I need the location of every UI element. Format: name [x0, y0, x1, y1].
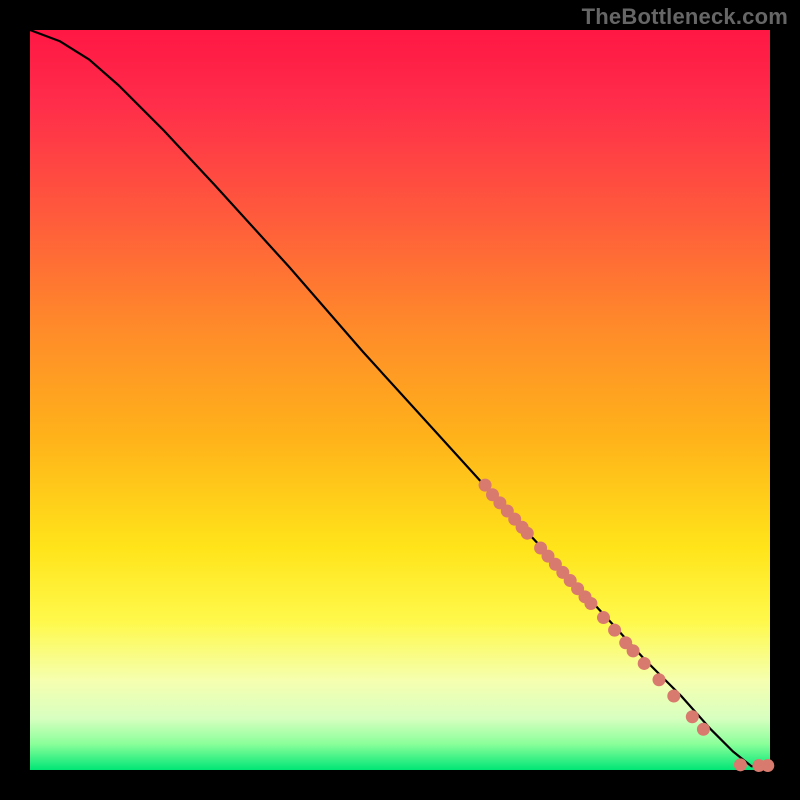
bottleneck-chart	[0, 0, 800, 800]
data-marker	[734, 758, 747, 771]
data-marker	[761, 759, 774, 772]
data-marker	[627, 644, 640, 657]
data-marker	[584, 597, 597, 610]
watermark-text: TheBottleneck.com	[582, 4, 788, 30]
data-marker	[608, 624, 621, 637]
data-marker	[638, 657, 651, 670]
plot-background-gradient	[30, 30, 770, 770]
data-marker	[521, 527, 534, 540]
data-marker	[597, 611, 610, 624]
data-marker	[686, 710, 699, 723]
data-marker	[667, 690, 680, 703]
data-marker	[697, 723, 710, 736]
data-marker	[653, 673, 666, 686]
chart-container: TheBottleneck.com	[0, 0, 800, 800]
